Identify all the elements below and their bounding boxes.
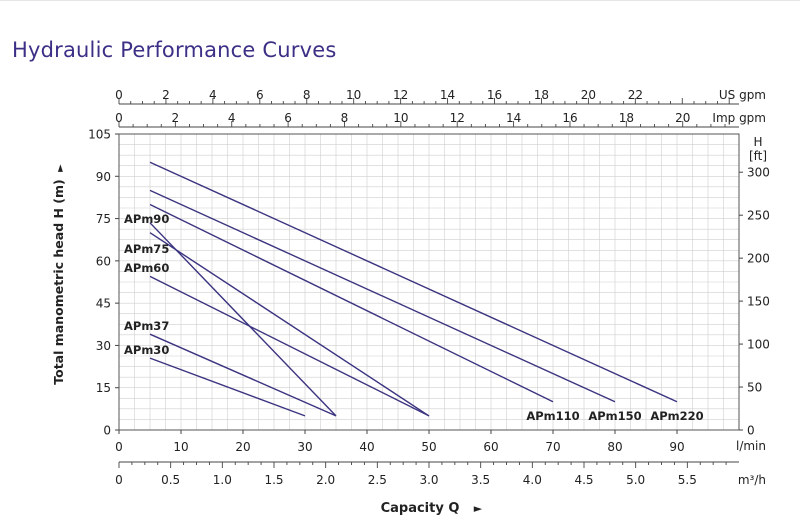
y-tick-label: 60 <box>96 254 111 268</box>
ft-tick-label: 150 <box>747 295 770 309</box>
top-rule <box>0 0 800 1</box>
m3h-tick-label: 5.0 <box>626 473 645 487</box>
series-line-apm75 <box>149 232 430 417</box>
x-axis-arrow: ► <box>474 502 483 515</box>
imp-gpm-label: Imp gpm <box>712 111 766 125</box>
ft-tick-label: 300 <box>747 166 770 180</box>
m3h-tick-label: 2.5 <box>368 473 387 487</box>
y-tick-label: 90 <box>96 170 111 184</box>
series: APm30 APm37 APm60 APm75 APm90 APm110 APm150 APm… <box>124 161 704 423</box>
ft-tick-label: 200 <box>747 252 770 266</box>
series-label-apm75: APm75 <box>124 242 169 256</box>
x-tick-label: 60 <box>483 440 498 454</box>
ft-tick-label: 0 <box>747 424 755 438</box>
series-line-apm150 <box>149 189 616 403</box>
imp-gpm-tick-label: 16 <box>562 111 577 125</box>
m3h-tick-label: 1.5 <box>264 473 283 487</box>
axis-labels: US gpm Imp gpm H [ft] l/min m³/h Capacit… <box>51 88 767 516</box>
us-gpm-tick-label: 18 <box>534 88 549 102</box>
us-gpm-tick-label: 22 <box>628 88 643 102</box>
series-label-apm30: APm30 <box>124 343 169 357</box>
series-line-apm220 <box>149 161 678 403</box>
y-tick-label: 15 <box>96 381 111 395</box>
series-label-apm150: APm150 <box>588 409 641 423</box>
m3h-tick-label: 0.5 <box>161 473 180 487</box>
y-tick-label: 45 <box>96 297 111 311</box>
imp-gpm-tick-label: 6 <box>284 111 292 125</box>
m3h-tick-label: 4.0 <box>523 473 542 487</box>
series-label-apm37: APm37 <box>124 319 169 333</box>
x-tick-label: 50 <box>421 440 436 454</box>
imp-gpm-tick-label: 20 <box>675 111 690 125</box>
series-label-apm90: APm90 <box>124 212 169 226</box>
us-gpm-tick-label: 4 <box>209 88 217 102</box>
y-axis-title: Total manometric head H (m) <box>51 179 66 385</box>
x-tick-label: 30 <box>297 440 312 454</box>
y-tick-label: 30 <box>96 339 111 353</box>
m3h-tick-label: 3.5 <box>471 473 490 487</box>
y-tick-label: 75 <box>96 212 111 226</box>
x-axis-title: Capacity Q <box>381 501 460 516</box>
us-gpm-tick-label: 14 <box>440 88 455 102</box>
page-title: Hydraulic Performance Curves <box>12 38 337 62</box>
x-tick-label: 10 <box>173 440 188 454</box>
ft-tick-label: 50 <box>747 381 762 395</box>
imp-gpm-tick-label: 12 <box>450 111 465 125</box>
ft-axis-unit: [ft] <box>749 149 767 163</box>
x-tick-label: 0 <box>115 440 123 454</box>
series-line-apm110 <box>149 203 554 403</box>
us-gpm-label: US gpm <box>719 88 766 102</box>
m3h-unit-label: m³/h <box>738 473 766 487</box>
ft-axis-title: H <box>753 135 762 149</box>
ft-tick-label: 100 <box>747 338 770 352</box>
us-gpm-tick-label: 16 <box>487 88 502 102</box>
series-line-apm37 <box>149 333 337 417</box>
y-tick-label: 105 <box>88 128 111 142</box>
series-label-apm110: APm110 <box>526 409 579 423</box>
m3h-tick-label: 2.0 <box>316 473 335 487</box>
imp-gpm-tick-label: 8 <box>341 111 349 125</box>
m3h-tick-label: 0 <box>115 473 123 487</box>
x-tick-label: 90 <box>669 440 684 454</box>
series-line-apm90 <box>149 222 337 417</box>
ft-tick-label: 250 <box>747 209 770 223</box>
series-line-apm60 <box>149 275 430 417</box>
imp-gpm-tick-label: 0 <box>115 111 123 125</box>
imp-gpm-tick-label: 14 <box>506 111 521 125</box>
x-tick-label: 40 <box>359 440 374 454</box>
imp-gpm-tick-label: 4 <box>228 111 236 125</box>
m3h-tick-label: 3.0 <box>419 473 438 487</box>
lmin-unit-label: l/min <box>736 439 766 453</box>
us-gpm-tick-label: 12 <box>393 88 408 102</box>
series-label-apm220: APm220 <box>650 409 703 423</box>
m3h-tick-label: 4.5 <box>574 473 593 487</box>
imp-gpm-tick-label: 10 <box>393 111 408 125</box>
m3h-tick-label: 5.5 <box>678 473 697 487</box>
us-gpm-tick-label: 20 <box>581 88 596 102</box>
y-tick-label: 0 <box>103 424 111 438</box>
x-tick-label: 80 <box>607 440 622 454</box>
grid <box>119 134 739 430</box>
us-gpm-tick-label: 10 <box>346 88 361 102</box>
imp-gpm-tick-label: 18 <box>619 111 634 125</box>
us-gpm-tick-label: 8 <box>303 88 311 102</box>
series-label-apm60: APm60 <box>124 261 169 275</box>
x-tick-label: 20 <box>235 440 250 454</box>
m3h-tick-label: 1.0 <box>213 473 232 487</box>
imp-gpm-tick-label: 2 <box>172 111 180 125</box>
us-gpm-tick-label: 6 <box>256 88 264 102</box>
x-tick-label: 70 <box>545 440 560 454</box>
y-axis-arrow: ► <box>55 164 66 172</box>
us-gpm-tick-label: 0 <box>115 88 123 102</box>
series-line-apm30 <box>149 357 306 417</box>
us-gpm-tick-label: 2 <box>162 88 170 102</box>
